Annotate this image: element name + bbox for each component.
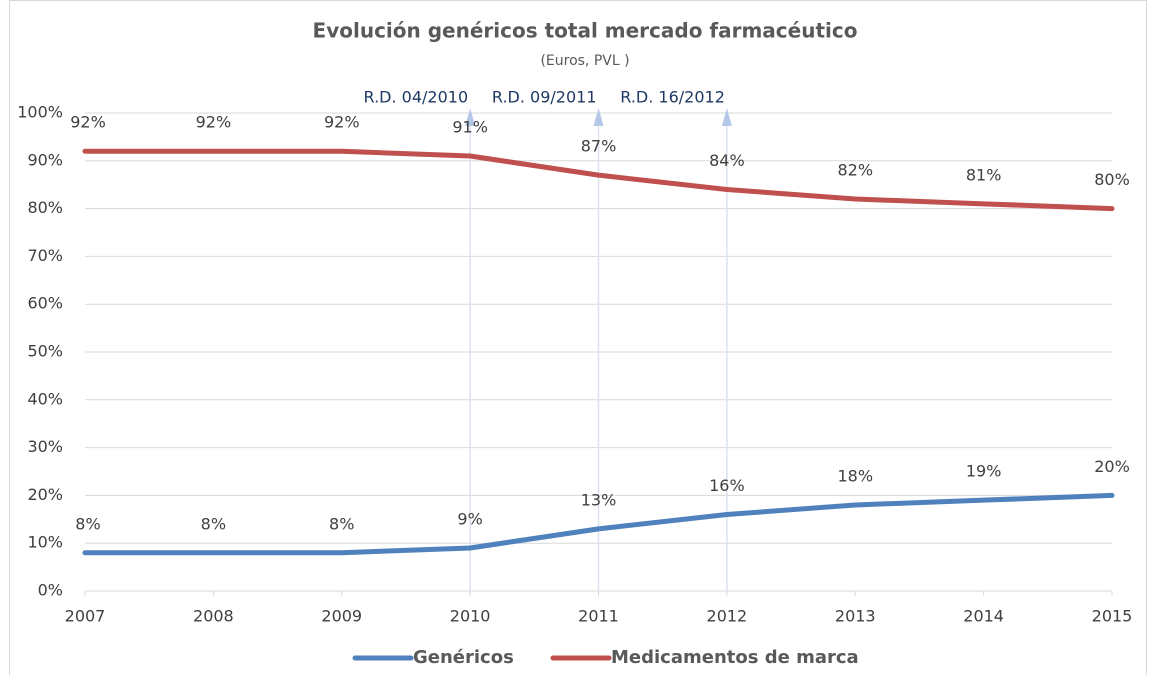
- x-tick-label: 2013: [835, 607, 876, 626]
- y-tick-label: 10%: [27, 533, 63, 552]
- data-label: 87%: [581, 137, 617, 156]
- annotation-label: R.D. 16/2012: [620, 88, 725, 107]
- data-label: 80%: [1094, 170, 1130, 189]
- x-tick-label: 2015: [1092, 607, 1133, 626]
- data-label: 92%: [324, 113, 360, 132]
- data-label: 92%: [196, 113, 232, 132]
- x-tick-label: 2012: [707, 607, 748, 626]
- x-tick-label: 2011: [578, 607, 619, 626]
- y-tick-label: 40%: [27, 389, 63, 408]
- legend-label: Medicamentos de marca: [611, 647, 859, 668]
- data-label: 82%: [837, 161, 873, 180]
- series-line: [82, 148, 1115, 212]
- data-label: 92%: [70, 113, 106, 132]
- annotation-arrow: [593, 108, 604, 126]
- y-tick-label: 60%: [27, 294, 63, 313]
- y-tick-label: 90%: [27, 150, 63, 169]
- x-tick-label: 2010: [450, 607, 491, 626]
- data-label: 13%: [581, 490, 617, 509]
- data-label: 16%: [709, 476, 745, 495]
- y-tick-label: 20%: [27, 485, 63, 504]
- data-label: 9%: [457, 509, 482, 528]
- data-label: 8%: [201, 514, 226, 533]
- data-label: 8%: [75, 514, 100, 533]
- y-tick-label: 0%: [38, 581, 63, 600]
- data-label: 84%: [709, 151, 745, 170]
- annotation-label: R.D. 04/2010: [364, 88, 469, 107]
- data-label: 18%: [837, 466, 873, 485]
- chart-title: Evolución genéricos total mercado farmac…: [313, 19, 858, 43]
- y-tick-label: 50%: [27, 342, 63, 361]
- chart-subtitle: (Euros, PVL ): [540, 53, 629, 69]
- y-tick-label: 100%: [17, 103, 63, 122]
- y-tick-label: 70%: [27, 246, 63, 265]
- data-label: 91%: [452, 118, 488, 137]
- x-tick-label: 2007: [65, 607, 106, 626]
- legend-label: Genéricos: [413, 647, 514, 668]
- annotation-label: R.D. 09/2011: [492, 88, 597, 107]
- data-label: 8%: [329, 514, 354, 533]
- data-label: 81%: [966, 165, 1002, 184]
- x-tick-label: 2008: [193, 607, 234, 626]
- x-tick-label: 2014: [963, 607, 1004, 626]
- y-tick-label: 30%: [27, 437, 63, 456]
- annotation-arrow: [465, 108, 476, 126]
- x-tick-label: 2009: [321, 607, 362, 626]
- series-line: [82, 492, 1115, 556]
- data-label: 20%: [1094, 457, 1130, 476]
- data-label: 19%: [966, 462, 1002, 481]
- y-tick-label: 80%: [27, 198, 63, 217]
- annotation-arrow: [721, 108, 732, 126]
